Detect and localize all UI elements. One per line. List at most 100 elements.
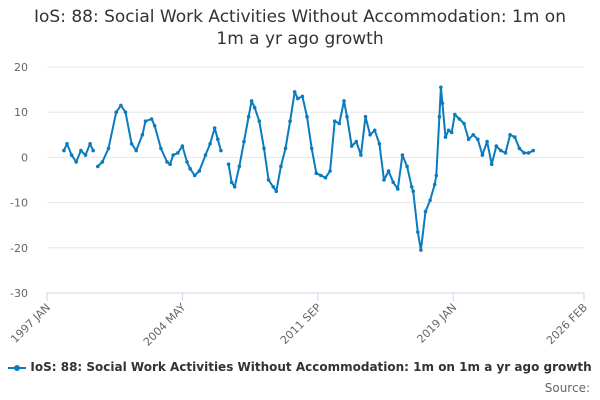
data-point[interactable]: [471, 133, 476, 137]
data-point[interactable]: [323, 175, 328, 180]
data-point[interactable]: [300, 94, 305, 99]
series-line[interactable]: [62, 142, 95, 163]
data-point[interactable]: [219, 148, 223, 153]
data-point[interactable]: [503, 151, 508, 155]
data-point[interactable]: [400, 153, 405, 157]
data-point[interactable]: [434, 173, 439, 178]
data-point[interactable]: [363, 114, 368, 119]
data-point[interactable]: [197, 169, 202, 173]
data-point[interactable]: [526, 151, 531, 155]
data-point[interactable]: [522, 151, 526, 155]
data-point[interactable]: [208, 142, 212, 146]
data-point[interactable]: [391, 180, 396, 185]
data-point[interactable]: [74, 160, 78, 164]
data-point[interactable]: [382, 178, 386, 182]
data-point[interactable]: [188, 166, 192, 171]
data-point[interactable]: [114, 110, 118, 114]
data-point[interactable]: [443, 135, 448, 139]
data-point[interactable]: [119, 103, 123, 108]
data-point[interactable]: [274, 189, 279, 194]
data-point[interactable]: [480, 153, 485, 157]
data-point[interactable]: [252, 105, 257, 110]
data-point[interactable]: [129, 142, 134, 146]
data-point[interactable]: [517, 146, 522, 151]
data-point[interactable]: [266, 178, 271, 182]
data-point[interactable]: [62, 148, 66, 153]
data-point[interactable]: [328, 169, 332, 173]
data-point[interactable]: [466, 137, 471, 142]
data-point[interactable]: [354, 139, 359, 144]
data-point[interactable]: [432, 182, 437, 187]
data-point[interactable]: [176, 151, 180, 155]
data-point[interactable]: [457, 117, 462, 121]
data-point[interactable]: [437, 114, 442, 119]
data-point[interactable]: [88, 142, 92, 146]
data-point[interactable]: [242, 139, 246, 144]
data-point[interactable]: [319, 173, 323, 178]
data-point[interactable]: [342, 99, 346, 103]
data-point[interactable]: [96, 164, 100, 169]
data-point[interactable]: [411, 189, 416, 194]
data-point[interactable]: [249, 99, 254, 103]
data-point[interactable]: [91, 148, 95, 153]
series-line-group[interactable]: [62, 85, 535, 252]
data-point[interactable]: [180, 144, 185, 148]
data-point[interactable]: [416, 230, 420, 234]
data-point[interactable]: [513, 135, 517, 139]
data-point[interactable]: [305, 114, 309, 119]
series-line[interactable]: [97, 104, 222, 177]
data-point[interactable]: [292, 90, 297, 94]
data-point[interactable]: [79, 148, 83, 153]
data-point[interactable]: [165, 160, 169, 164]
data-point[interactable]: [106, 146, 111, 151]
data-point[interactable]: [332, 119, 337, 123]
data-point[interactable]: [345, 114, 349, 119]
data-point[interactable]: [314, 171, 319, 175]
data-point[interactable]: [232, 185, 237, 189]
data-point[interactable]: [123, 110, 128, 114]
data-point[interactable]: [485, 139, 489, 144]
data-point[interactable]: [69, 153, 74, 157]
data-point[interactable]: [386, 169, 391, 173]
data-point[interactable]: [134, 148, 138, 153]
data-point[interactable]: [152, 124, 157, 128]
data-point[interactable]: [168, 162, 172, 166]
data-point[interactable]: [192, 173, 197, 178]
data-point[interactable]: [462, 121, 466, 126]
data-point[interactable]: [377, 142, 382, 146]
legend[interactable]: IoS: 88: Social Work Activities Without …: [0, 360, 600, 374]
data-point[interactable]: [494, 144, 499, 148]
data-point[interactable]: [409, 185, 414, 189]
data-point[interactable]: [396, 187, 400, 191]
data-point[interactable]: [143, 119, 148, 123]
data-point[interactable]: [296, 96, 300, 101]
data-point[interactable]: [419, 248, 423, 252]
data-point[interactable]: [159, 146, 163, 151]
data-point[interactable]: [83, 153, 88, 157]
data-point[interactable]: [100, 160, 105, 164]
data-point[interactable]: [440, 101, 445, 105]
data-point[interactable]: [246, 114, 251, 119]
data-point[interactable]: [439, 85, 443, 90]
data-point[interactable]: [216, 137, 220, 142]
data-point[interactable]: [453, 112, 457, 117]
data-point[interactable]: [283, 146, 288, 151]
data-point[interactable]: [171, 153, 175, 157]
data-point[interactable]: [309, 146, 314, 151]
data-point[interactable]: [423, 209, 428, 214]
data-point[interactable]: [476, 137, 480, 142]
data-point[interactable]: [271, 185, 276, 189]
data-point[interactable]: [508, 133, 512, 137]
data-point[interactable]: [185, 160, 189, 164]
data-point[interactable]: [368, 133, 372, 137]
data-point[interactable]: [446, 128, 451, 133]
data-point[interactable]: [262, 146, 266, 151]
data-point[interactable]: [449, 130, 454, 135]
data-point[interactable]: [257, 119, 262, 123]
data-point[interactable]: [337, 121, 342, 126]
data-point[interactable]: [212, 126, 217, 130]
data-point[interactable]: [65, 142, 69, 146]
data-point[interactable]: [288, 119, 292, 123]
data-point[interactable]: [489, 162, 494, 166]
data-point[interactable]: [140, 133, 145, 137]
